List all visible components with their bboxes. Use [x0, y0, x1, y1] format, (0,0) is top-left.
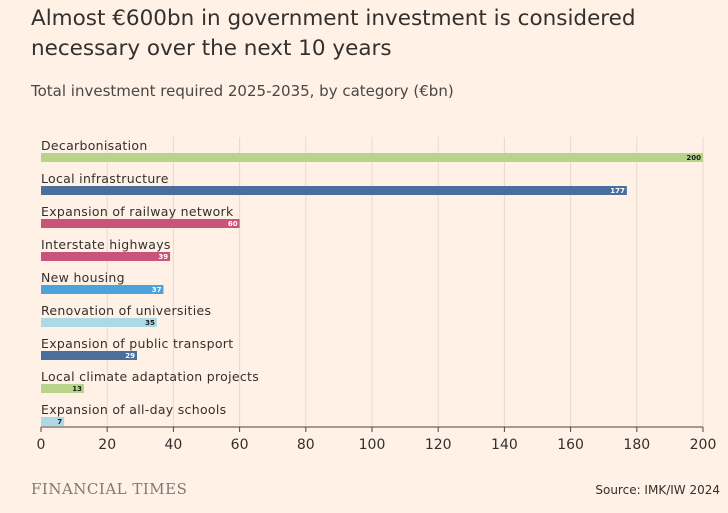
value-label: 7 — [57, 418, 62, 426]
value-label: 35 — [145, 319, 155, 327]
x-tick-label: 200 — [690, 437, 717, 453]
bar-group: Decarbonisation 200 Local infrastructure 17… — [41, 138, 703, 426]
category-label: Expansion of railway network — [41, 204, 234, 219]
bar — [41, 351, 137, 360]
x-tick-label: 120 — [425, 437, 452, 453]
chart-title: Almost €600bn in government investment i… — [31, 6, 636, 61]
category-label: Interstate highways — [41, 237, 171, 252]
bar — [41, 384, 85, 393]
category-label: Local climate adaptation projects — [41, 369, 259, 384]
x-tick-label: 160 — [557, 437, 584, 453]
value-label: 37 — [152, 286, 162, 294]
category-label: Renovation of universities — [41, 303, 211, 318]
source-note: Source: IMK/IW 2024 — [595, 483, 720, 497]
bar — [41, 186, 627, 195]
x-tick-label: 80 — [297, 437, 315, 453]
value-label: 200 — [686, 154, 701, 162]
x-tick-label: 40 — [164, 437, 182, 453]
category-label: Decarbonisation — [41, 138, 148, 153]
value-label: 60 — [228, 220, 238, 228]
x-tick-label: 20 — [98, 437, 116, 453]
x-axis: 0 20 40 60 80 100 120 140 160 180 200 — [37, 426, 717, 453]
x-tick-label: 0 — [37, 437, 46, 453]
value-label: 177 — [610, 187, 625, 195]
category-label: New housing — [41, 270, 125, 285]
value-label: 29 — [125, 352, 135, 360]
chart-subtitle: Total investment required 2025-2035, by … — [31, 82, 454, 100]
value-label: 39 — [158, 253, 168, 261]
x-tick-label: 60 — [231, 437, 249, 453]
category-label: Expansion of all-day schools — [41, 402, 226, 417]
x-tick-label: 140 — [491, 437, 518, 453]
value-label: 13 — [72, 385, 82, 393]
x-tick-label: 180 — [623, 437, 650, 453]
ft-logo: FINANCIAL TIMES — [31, 480, 188, 498]
bar — [41, 219, 240, 228]
bar — [41, 153, 703, 162]
grid-lines — [106, 137, 704, 427]
category-label: Local infrastructure — [41, 171, 169, 186]
bar — [41, 318, 157, 327]
x-tick-label: 100 — [359, 437, 386, 453]
bar — [41, 417, 65, 426]
bar — [41, 285, 164, 294]
bar — [41, 252, 171, 261]
category-label: Expansion of public transport — [41, 336, 233, 351]
